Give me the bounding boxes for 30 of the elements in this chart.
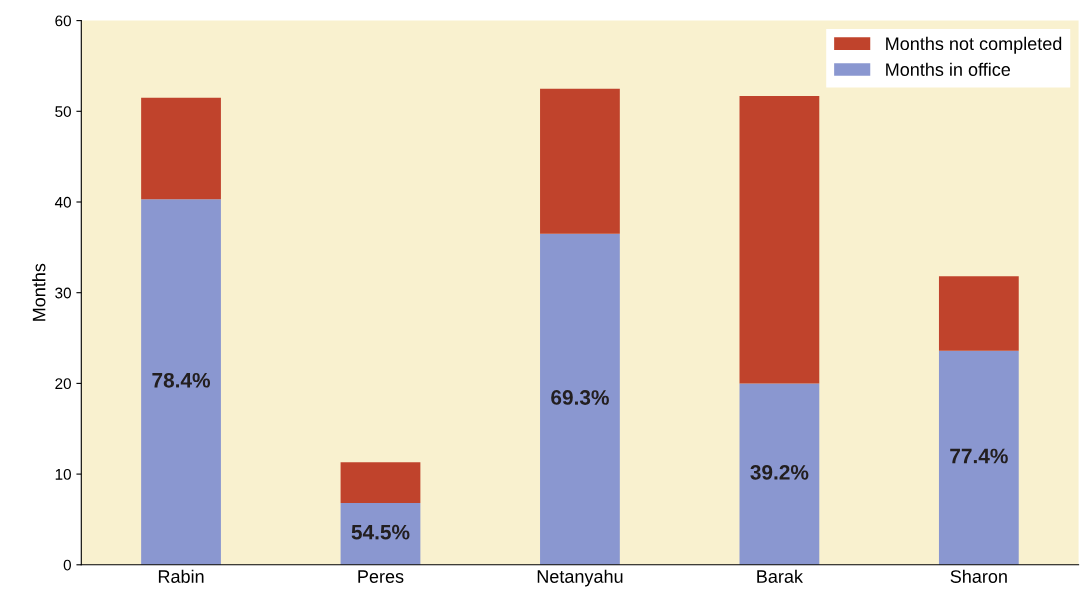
bar [340, 503, 421, 565]
bar [141, 97, 221, 200]
annotation: 69.3% [551, 390, 609, 405]
x-tick-label: Netanyahu [537, 569, 623, 587]
annotation: 54.5% [351, 524, 410, 540]
x-tick-label: Peres [358, 570, 404, 583]
legend-label: Months in office [886, 62, 1011, 76]
bar [540, 233, 620, 565]
bar [938, 276, 1019, 351]
bar [340, 462, 421, 504]
y-tick-label: 10 [55, 468, 71, 480]
y-tick-label: 50 [55, 106, 71, 117]
bar [739, 383, 820, 565]
y-tick-label: 40 [54, 196, 71, 208]
annotation: 77.4% [950, 448, 1008, 464]
bar [938, 350, 1019, 565]
y-tick-label: 60 [55, 15, 71, 27]
y-tick-label: 30 [55, 287, 71, 299]
bar [141, 199, 221, 565]
x-tick-label: Rabin [158, 569, 204, 583]
bar [540, 88, 620, 234]
legend-label: Months not completed [886, 36, 1062, 54]
y-tick-label: 0 [63, 559, 71, 571]
x-tick-label: Barak [757, 569, 804, 583]
y-tick-label: 20 [55, 378, 71, 390]
bar [739, 95, 820, 384]
x-tick-label: Sharon [950, 569, 1007, 583]
annotation: 39.2% [750, 464, 809, 480]
y-axis-title: Months [32, 263, 46, 321]
annotation: 78.4% [152, 372, 211, 388]
